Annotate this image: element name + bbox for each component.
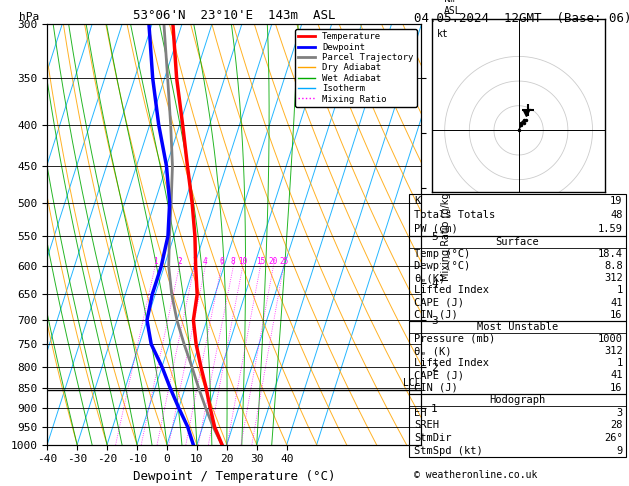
Text: CIN (J): CIN (J)	[414, 310, 458, 320]
Legend: Temperature, Dewpoint, Parcel Trajectory, Dry Adiabat, Wet Adiabat, Isotherm, Mi: Temperature, Dewpoint, Parcel Trajectory…	[295, 29, 417, 107]
Text: 19: 19	[610, 196, 623, 206]
Text: 8: 8	[231, 257, 236, 266]
Text: 9: 9	[616, 446, 623, 455]
Text: θₑ(K): θₑ(K)	[414, 273, 445, 283]
Text: 6: 6	[219, 257, 224, 266]
Text: EH: EH	[414, 408, 426, 417]
Text: StmDir: StmDir	[414, 433, 452, 443]
Text: 04.05.2024  12GMT  (Base: 06): 04.05.2024 12GMT (Base: 06)	[414, 12, 629, 25]
Text: θₑ (K): θₑ (K)	[414, 346, 452, 356]
Text: 28: 28	[610, 420, 623, 430]
Text: 18.4: 18.4	[598, 249, 623, 259]
Text: CIN (J): CIN (J)	[414, 382, 458, 393]
Text: 16: 16	[610, 382, 623, 393]
Text: Temp (°C): Temp (°C)	[414, 249, 470, 259]
Text: PW (cm): PW (cm)	[414, 224, 458, 234]
X-axis label: Dewpoint / Temperature (°C): Dewpoint / Temperature (°C)	[133, 470, 335, 483]
Text: 16: 16	[610, 310, 623, 320]
Text: StmSpd (kt): StmSpd (kt)	[414, 446, 482, 455]
Text: Hodograph: Hodograph	[489, 395, 545, 405]
Text: Lifted Index: Lifted Index	[414, 358, 489, 368]
Text: 4: 4	[203, 257, 208, 266]
Text: SREH: SREH	[414, 420, 439, 430]
Text: 312: 312	[604, 273, 623, 283]
Text: Most Unstable: Most Unstable	[477, 322, 558, 332]
Text: 8.8: 8.8	[604, 261, 623, 271]
Text: 41: 41	[610, 370, 623, 381]
Title: 53°06'N  23°10'E  143m  ASL: 53°06'N 23°10'E 143m ASL	[133, 9, 335, 22]
Y-axis label: Mixing Ratio (g/kg): Mixing Ratio (g/kg)	[441, 189, 451, 280]
Text: kt: kt	[437, 29, 449, 39]
Text: CAPE (J): CAPE (J)	[414, 370, 464, 381]
Text: 10: 10	[238, 257, 247, 266]
Text: LCL: LCL	[403, 378, 421, 388]
Text: km
ASL: km ASL	[444, 0, 462, 16]
Text: Lifted Index: Lifted Index	[414, 285, 489, 295]
Text: 1.59: 1.59	[598, 224, 623, 234]
Text: 41: 41	[610, 297, 623, 308]
Text: 1000: 1000	[598, 334, 623, 344]
Text: 26°: 26°	[604, 433, 623, 443]
Text: 48: 48	[610, 210, 623, 220]
Text: © weatheronline.co.uk: © weatheronline.co.uk	[414, 470, 537, 480]
Text: K: K	[414, 196, 420, 206]
Text: 3: 3	[192, 257, 197, 266]
Text: 1: 1	[616, 358, 623, 368]
Text: Totals Totals: Totals Totals	[414, 210, 495, 220]
Text: 20: 20	[269, 257, 278, 266]
Text: 15: 15	[256, 257, 265, 266]
Text: Dewp (°C): Dewp (°C)	[414, 261, 470, 271]
Text: 2: 2	[177, 257, 182, 266]
Text: 25: 25	[279, 257, 288, 266]
Text: Surface: Surface	[496, 237, 539, 247]
Text: 3: 3	[616, 408, 623, 417]
Text: hPa: hPa	[19, 12, 40, 22]
Text: Pressure (mb): Pressure (mb)	[414, 334, 495, 344]
Text: CAPE (J): CAPE (J)	[414, 297, 464, 308]
Text: 312: 312	[604, 346, 623, 356]
Text: 1: 1	[616, 285, 623, 295]
Text: 1: 1	[153, 257, 157, 266]
